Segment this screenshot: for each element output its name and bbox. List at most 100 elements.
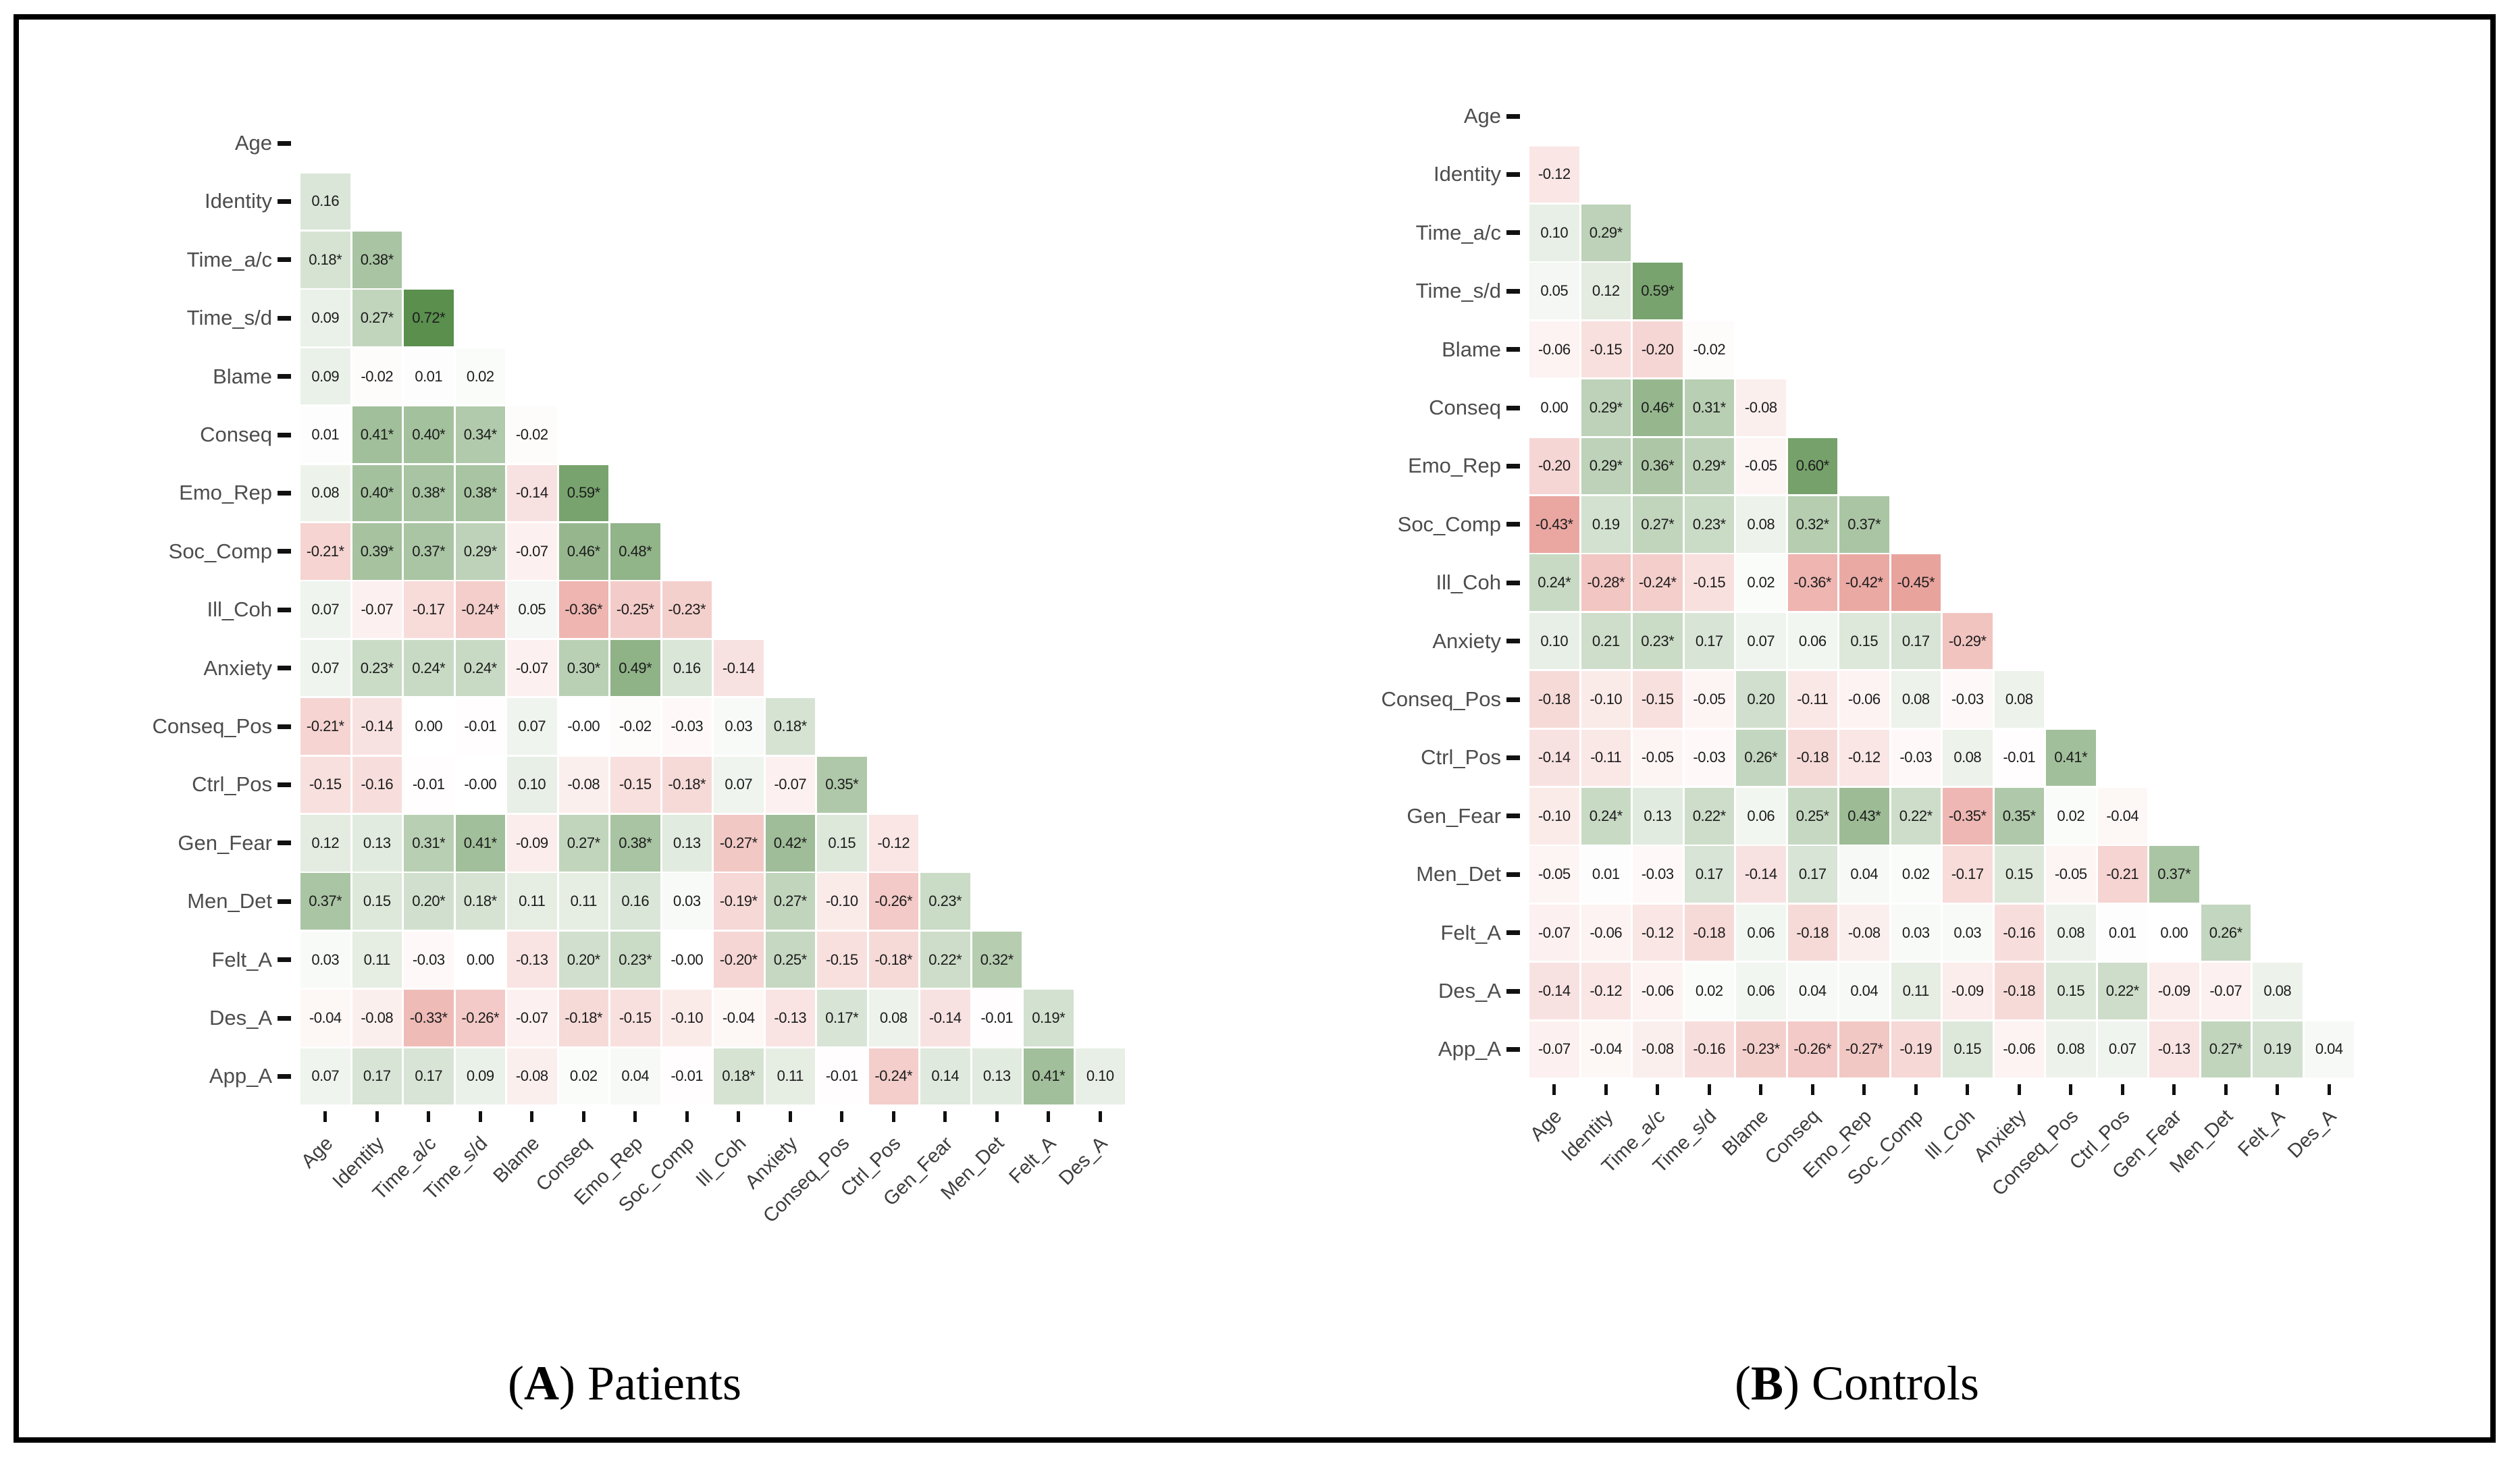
- x-axis-tick: [478, 1111, 482, 1123]
- correlation-cell: -0.07: [1529, 904, 1579, 961]
- correlation-cell: -0.17: [1943, 846, 1993, 903]
- correlation-cell: -0.01: [1994, 729, 2044, 786]
- correlation-cell: 0.18*: [300, 232, 350, 288]
- correlation-cell: -0.00: [662, 931, 712, 988]
- correlation-cell: 0.24*: [1529, 554, 1579, 611]
- correlation-cell: -0.10: [1581, 671, 1631, 728]
- y-axis-label-des_a: Des_A: [209, 1006, 272, 1030]
- x-axis-tick: [2172, 1084, 2176, 1096]
- correlation-cell: -0.20*: [714, 931, 764, 988]
- correlation-cell: 0.15: [352, 873, 402, 930]
- y-axis-tick: [1506, 113, 1520, 119]
- correlation-cell: 0.35*: [817, 756, 867, 813]
- correlation-cell: 0.32*: [972, 931, 1022, 988]
- correlation-cell: -0.07: [1529, 1021, 1579, 1078]
- correlation-cell: 0.25*: [1787, 788, 1837, 845]
- correlation-cell: 0.24*: [1581, 788, 1631, 845]
- correlation-cell: 0.09: [300, 348, 350, 405]
- correlation-cell: 0.23*: [1633, 612, 1683, 670]
- correlation-cell: 0.07: [1736, 612, 1786, 670]
- correlation-cell: 0.23*: [1684, 496, 1734, 553]
- correlation-cell: 0.38*: [352, 232, 402, 288]
- correlation-cell: 0.07: [300, 581, 350, 638]
- correlation-cell: 0.17: [1684, 846, 1734, 903]
- correlation-cell: -0.08: [1839, 904, 1889, 961]
- correlation-cell: 0.18*: [455, 873, 505, 930]
- y-axis-tick: [278, 140, 291, 146]
- correlation-cell: 0.01: [1581, 846, 1631, 903]
- x-axis-tick: [1047, 1111, 1051, 1123]
- x-axis-tick: [2224, 1084, 2228, 1096]
- x-axis-tick: [685, 1111, 689, 1123]
- correlation-cell: 0.08: [868, 990, 918, 1046]
- correlation-cell: 0.05: [507, 581, 557, 638]
- correlation-cell: -0.14: [507, 464, 557, 522]
- correlation-cell: 0.07: [2097, 1021, 2147, 1078]
- y-axis-label-time_a/c: Time_a/c: [186, 247, 272, 271]
- correlation-cell: -0.14: [352, 698, 402, 755]
- correlation-cell: 0.20: [1736, 671, 1786, 728]
- correlation-cell: -0.14: [1736, 846, 1786, 903]
- correlation-cell: -0.15: [300, 756, 350, 813]
- correlation-cell: -0.15: [610, 756, 660, 813]
- correlation-cell: -0.06: [1839, 671, 1889, 728]
- correlation-cell: 0.15: [1994, 846, 2044, 903]
- correlation-cell: -0.09: [507, 815, 557, 872]
- correlation-cell: 0.07: [300, 1048, 350, 1105]
- y-axis-tick: [278, 315, 291, 321]
- y-axis-tick: [1506, 697, 1520, 702]
- y-axis-tick: [1506, 1046, 1520, 1052]
- correlation-cell: 0.03: [1943, 904, 1993, 961]
- x-axis-tick: [737, 1111, 741, 1123]
- correlation-cell: 0.20*: [558, 931, 608, 988]
- x-axis-tick: [943, 1111, 947, 1123]
- correlation-cell: 0.06: [1736, 904, 1786, 961]
- correlation-cell: -0.24*: [1633, 554, 1683, 611]
- correlation-cell: -0.05: [1529, 846, 1579, 903]
- y-axis-label-time_a/c: Time_a/c: [1415, 220, 1501, 244]
- x-axis-tick: [995, 1111, 999, 1123]
- correlation-cell: 0.00: [455, 931, 505, 988]
- correlation-cell: -0.29*: [1943, 612, 1993, 670]
- correlation-cell: -0.26*: [1787, 1021, 1837, 1078]
- correlation-cell: -0.33*: [404, 990, 454, 1046]
- correlation-cell: 0.17: [1684, 612, 1734, 670]
- correlation-cell: 0.08: [1891, 671, 1941, 728]
- correlation-cell: -0.05: [2046, 846, 2096, 903]
- correlation-cell: -0.07: [507, 990, 557, 1046]
- y-axis-tick: [1506, 639, 1520, 644]
- correlation-cell: -0.16: [1684, 1021, 1734, 1078]
- correlation-cell: -0.06: [1633, 963, 1683, 1019]
- correlation-cell: 0.22*: [1684, 788, 1734, 845]
- correlation-cell: 0.05: [1529, 263, 1579, 319]
- y-axis-tick: [278, 666, 291, 671]
- correlation-cell: 0.24*: [404, 639, 454, 697]
- caption-letter-a: A: [524, 1356, 559, 1410]
- y-axis-tick: [1506, 347, 1520, 352]
- caption-label-patients: Patients: [587, 1356, 741, 1410]
- correlation-cell: 0.06: [1736, 963, 1786, 1019]
- correlation-cell: 0.13: [662, 815, 712, 872]
- correlation-cell: 0.15: [1839, 612, 1889, 670]
- correlation-cell: 0.19: [2253, 1021, 2303, 1078]
- caption-close-paren: ): [1783, 1356, 1812, 1410]
- y-axis-tick: [1506, 288, 1520, 294]
- correlation-cell: 0.03: [662, 873, 712, 930]
- y-axis-label-gen_fear: Gen_Fear: [1407, 803, 1501, 828]
- panel-a-caption: (A) Patients: [101, 1356, 1148, 1412]
- correlation-cell: -0.08: [352, 990, 402, 1046]
- y-axis-tick: [278, 607, 291, 612]
- y-axis-tick: [278, 841, 291, 846]
- correlation-cell: 0.11: [1891, 963, 1941, 1019]
- correlation-cell: -0.25*: [610, 581, 660, 638]
- correlation-cell: 0.29*: [1581, 205, 1631, 261]
- y-axis-tick: [1506, 463, 1520, 469]
- correlation-cell: 0.16: [610, 873, 660, 930]
- correlation-cell: -0.24*: [455, 581, 505, 638]
- correlation-cell: 0.29*: [1581, 437, 1631, 495]
- correlation-cell: 0.21: [1581, 612, 1631, 670]
- correlation-cell: -0.07: [765, 756, 815, 813]
- x-axis-tick: [891, 1111, 895, 1123]
- correlation-cell: 0.17: [1787, 846, 1837, 903]
- correlation-cell: -0.03: [404, 931, 454, 988]
